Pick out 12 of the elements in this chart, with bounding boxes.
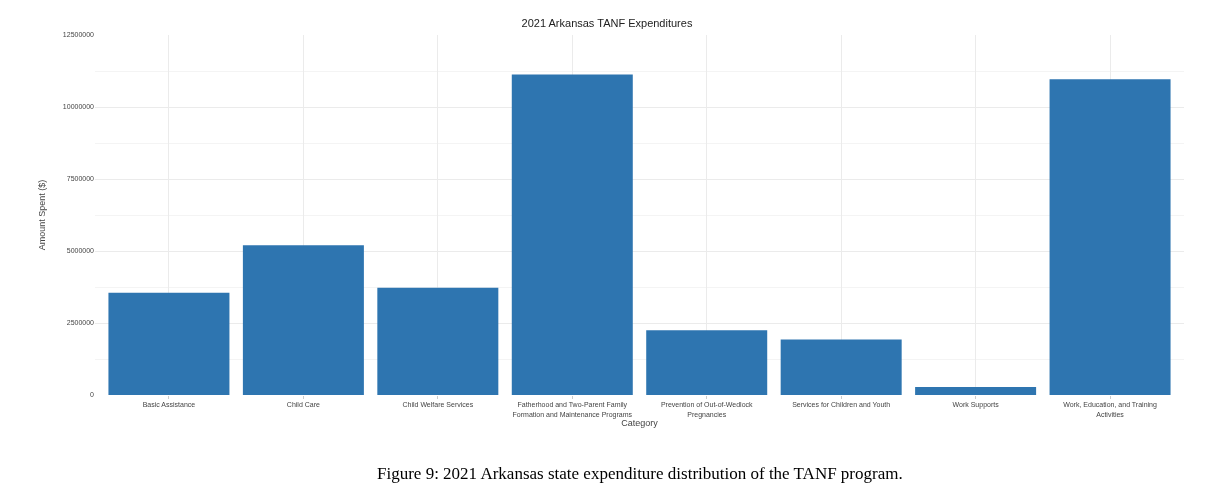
- bar: [780, 339, 902, 395]
- bar: [915, 386, 1037, 395]
- bar: [108, 292, 230, 395]
- x-axis-title: Category: [621, 418, 659, 429]
- bar: [1049, 79, 1171, 395]
- bar: [242, 245, 364, 395]
- y-axis-title: Amount Spent ($): [37, 179, 48, 251]
- bar: [646, 330, 768, 395]
- caption: Figure 9: 2021 Arkansas state expenditure distribution of the TANF program.: [377, 464, 903, 483]
- bar: [511, 74, 633, 395]
- bar: [377, 287, 499, 395]
- chart-title: 2021 Arkansas TANF Expenditures: [521, 17, 693, 30]
